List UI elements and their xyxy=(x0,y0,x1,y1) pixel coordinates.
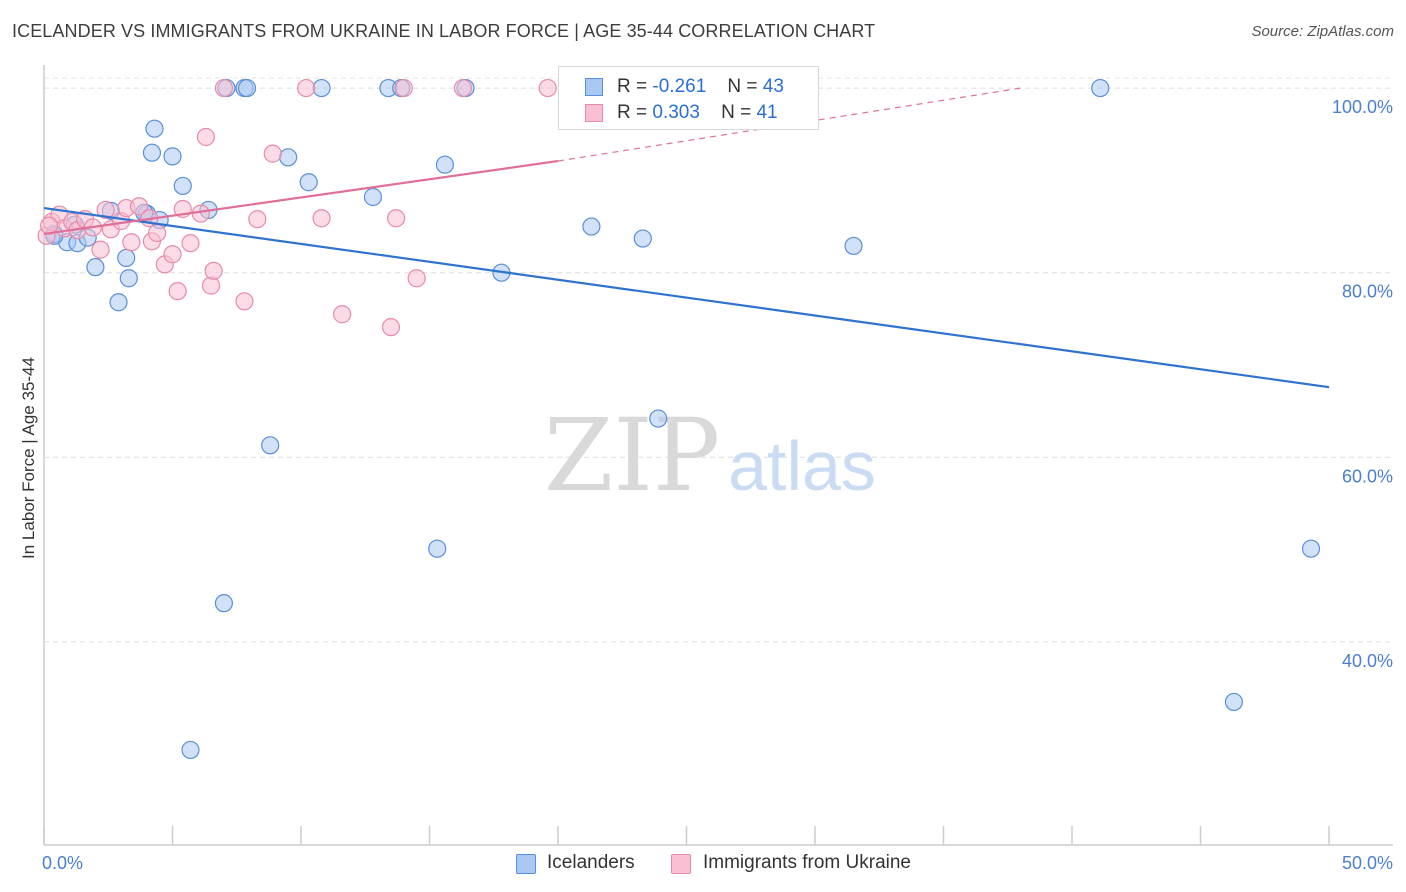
trend-lines xyxy=(43,87,1330,389)
icelanders-trend-line xyxy=(43,206,1330,389)
ukraine-point xyxy=(407,269,426,288)
icelander-point xyxy=(145,119,164,138)
n-label: N = xyxy=(727,76,758,97)
ukraine-point xyxy=(333,305,352,324)
y-tick-labels: 40.0% 60.0% 80.0% 100.0% xyxy=(1332,97,1393,671)
axes xyxy=(43,65,1393,846)
r-value: -0.261 xyxy=(652,76,707,97)
icelander-point xyxy=(1091,78,1110,98)
ukraine-point xyxy=(394,78,413,98)
ukraine-legend-label: Immigrants from Ukraine xyxy=(703,852,911,873)
icelander-point xyxy=(214,594,233,613)
icelanders-legend-label: Icelanders xyxy=(547,852,635,873)
ukraine-point xyxy=(122,233,141,252)
icelander-point xyxy=(435,155,455,174)
ukraine-legend-swatch xyxy=(671,854,691,874)
ukraine-point xyxy=(96,200,115,220)
r-label: R = xyxy=(617,76,648,97)
ukraine-point xyxy=(538,78,557,98)
icelanders-legend-swatch xyxy=(516,854,536,874)
icelander-point xyxy=(173,176,192,196)
ukraine-point xyxy=(263,144,282,163)
ukraine-point xyxy=(204,261,223,280)
n-label: N = xyxy=(721,102,752,123)
watermark-atlas: atlas xyxy=(728,427,876,505)
ukraine-point xyxy=(147,223,167,243)
x-tick-label-max: 50.0% xyxy=(1342,853,1393,873)
ukraine-point xyxy=(312,209,331,228)
icelander-point xyxy=(1224,692,1244,712)
ukraine-point xyxy=(163,245,182,264)
icelander-point xyxy=(181,740,200,760)
ukraine-point xyxy=(214,78,233,98)
icelander-point xyxy=(237,78,257,98)
icelander-point xyxy=(633,229,652,248)
ukraine-point xyxy=(297,78,316,98)
icelander-point xyxy=(363,187,383,207)
ukraine-points xyxy=(37,78,557,337)
icelander-point xyxy=(163,147,182,166)
ukraine-swatch xyxy=(585,104,603,122)
icelander-point xyxy=(86,258,105,277)
ukraine-point xyxy=(129,197,149,216)
x-tick-label-min: 0.0% xyxy=(42,853,83,873)
chart-title: ICELANDER VS IMMIGRANTS FROM UKRAINE IN … xyxy=(12,21,876,41)
r-label: R = xyxy=(617,102,648,123)
ukraine-point xyxy=(91,240,110,259)
icelanders-swatch xyxy=(585,78,603,96)
n-value: 43 xyxy=(762,76,784,97)
icelander-point xyxy=(279,148,298,167)
ukraine-point xyxy=(381,318,401,337)
icelander-point xyxy=(649,409,668,428)
ukraine-trend-line xyxy=(43,159,559,236)
ukraine-point xyxy=(235,292,254,311)
legend-row-icelanders-text: R = -0.261 N = 43 xyxy=(617,76,784,98)
y-tick-label: 40.0% xyxy=(1342,651,1393,671)
icelander-point xyxy=(1301,539,1321,558)
ukraine-point xyxy=(201,276,221,295)
icelander-point xyxy=(142,143,162,162)
ukraine-point xyxy=(453,78,473,98)
correlation-legend: R = -0.261 N = 43 R = 0.303 N = 41 xyxy=(558,66,819,130)
r-value: 0.303 xyxy=(652,102,700,123)
icelander-point xyxy=(299,173,318,192)
y-tick-label: 80.0% xyxy=(1342,282,1393,302)
icelander-point xyxy=(109,293,128,312)
icelander-point xyxy=(428,539,447,558)
icelander-point xyxy=(117,248,136,268)
n-value: 41 xyxy=(756,102,778,123)
ukraine-point xyxy=(196,127,216,147)
ukraine-point xyxy=(168,282,187,301)
watermark-zip: ZIP xyxy=(544,397,720,514)
icelander-point xyxy=(582,217,601,236)
source-label: Source: ZipAtlas.com xyxy=(1251,23,1394,40)
ukraine-point xyxy=(181,234,200,253)
ukraine-point xyxy=(386,209,406,228)
icelander-point xyxy=(261,436,280,455)
icelander-point xyxy=(119,269,138,288)
legend-row-ukraine-text: R = 0.303 N = 41 xyxy=(617,102,778,124)
grid-lines xyxy=(44,77,1393,643)
y-tick-label: 100.0% xyxy=(1332,97,1393,117)
watermark: ZIP atlas xyxy=(544,397,876,514)
icelander-point xyxy=(312,78,331,98)
y-axis-label: In Labor Force | Age 35-44 xyxy=(19,357,38,559)
y-tick-label: 60.0% xyxy=(1342,466,1393,486)
icelander-point xyxy=(844,236,863,256)
ukraine-point xyxy=(248,210,267,229)
